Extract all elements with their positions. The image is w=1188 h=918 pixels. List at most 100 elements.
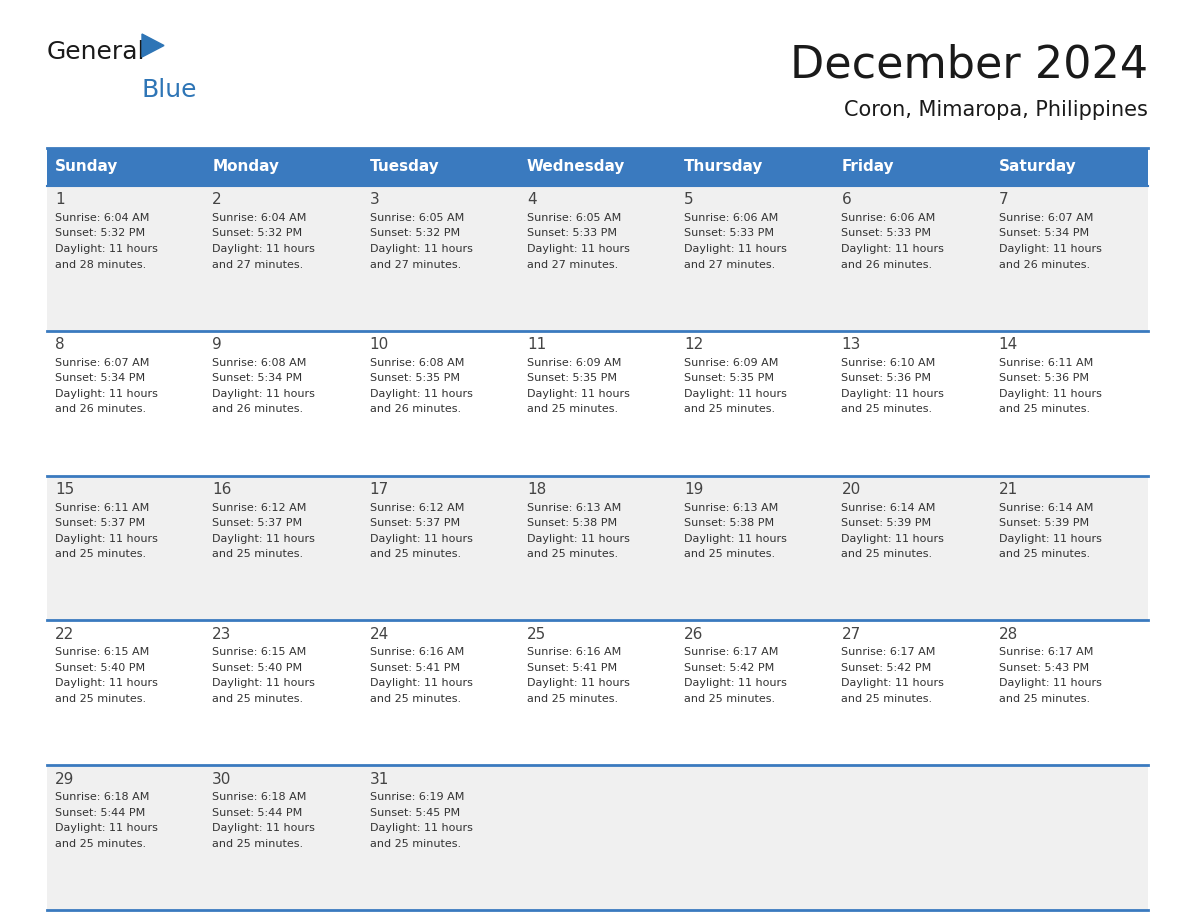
Text: Daylight: 11 hours: Daylight: 11 hours	[369, 244, 473, 254]
Text: and 25 minutes.: and 25 minutes.	[526, 404, 618, 414]
Text: Daylight: 11 hours: Daylight: 11 hours	[684, 533, 786, 543]
Bar	[361, 621, 519, 766]
Text: Daylight: 11 hours: Daylight: 11 hours	[684, 389, 786, 398]
Bar	[676, 186, 834, 330]
Bar	[991, 330, 1148, 476]
Text: Daylight: 11 hours: Daylight: 11 hours	[526, 678, 630, 688]
Text: Sunrise: 6:14 AM: Sunrise: 6:14 AM	[841, 502, 936, 512]
Text: 15: 15	[55, 482, 74, 498]
Bar	[204, 148, 361, 186]
Text: General: General	[48, 40, 145, 64]
Text: and 25 minutes.: and 25 minutes.	[369, 839, 461, 849]
Text: Sunset: 5:43 PM: Sunset: 5:43 PM	[999, 663, 1089, 673]
Text: Daylight: 11 hours: Daylight: 11 hours	[55, 244, 158, 254]
Text: Sunset: 5:37 PM: Sunset: 5:37 PM	[55, 518, 145, 528]
Bar	[204, 330, 361, 476]
Text: Sunset: 5:32 PM: Sunset: 5:32 PM	[55, 229, 145, 239]
Bar	[676, 330, 834, 476]
Text: Sunrise: 6:18 AM: Sunrise: 6:18 AM	[213, 792, 307, 802]
Text: Daylight: 11 hours: Daylight: 11 hours	[213, 244, 315, 254]
Text: 14: 14	[999, 337, 1018, 353]
Text: Sunrise: 6:14 AM: Sunrise: 6:14 AM	[999, 502, 1093, 512]
Text: and 25 minutes.: and 25 minutes.	[55, 549, 146, 559]
Text: and 26 minutes.: and 26 minutes.	[999, 260, 1089, 270]
Text: Daylight: 11 hours: Daylight: 11 hours	[213, 678, 315, 688]
Text: and 26 minutes.: and 26 minutes.	[841, 260, 933, 270]
Text: Sunrise: 6:16 AM: Sunrise: 6:16 AM	[526, 647, 621, 657]
Text: Coron, Mimaropa, Philippines: Coron, Mimaropa, Philippines	[845, 100, 1148, 120]
Text: Daylight: 11 hours: Daylight: 11 hours	[55, 389, 158, 398]
Text: Monday: Monday	[213, 160, 279, 174]
Text: and 25 minutes.: and 25 minutes.	[55, 694, 146, 704]
Text: 1: 1	[55, 193, 64, 207]
Text: Thursday: Thursday	[684, 160, 764, 174]
Text: Sunrise: 6:09 AM: Sunrise: 6:09 AM	[684, 358, 778, 368]
Text: and 25 minutes.: and 25 minutes.	[684, 694, 776, 704]
Text: 16: 16	[213, 482, 232, 498]
Text: 9: 9	[213, 337, 222, 353]
Text: Sunset: 5:32 PM: Sunset: 5:32 PM	[213, 229, 303, 239]
Bar	[361, 476, 519, 621]
Text: 5: 5	[684, 193, 694, 207]
Text: and 25 minutes.: and 25 minutes.	[55, 839, 146, 849]
Text: Sunset: 5:33 PM: Sunset: 5:33 PM	[684, 229, 775, 239]
Text: 27: 27	[841, 627, 860, 642]
Text: Sunrise: 6:04 AM: Sunrise: 6:04 AM	[55, 213, 150, 223]
Bar	[204, 186, 361, 330]
Text: Sunrise: 6:05 AM: Sunrise: 6:05 AM	[526, 213, 621, 223]
Text: Sunset: 5:37 PM: Sunset: 5:37 PM	[213, 518, 303, 528]
Text: Sunset: 5:40 PM: Sunset: 5:40 PM	[55, 663, 145, 673]
Bar	[48, 148, 204, 186]
Text: Sunset: 5:36 PM: Sunset: 5:36 PM	[841, 374, 931, 384]
Text: Daylight: 11 hours: Daylight: 11 hours	[841, 678, 944, 688]
Bar	[834, 621, 991, 766]
Text: Sunset: 5:35 PM: Sunset: 5:35 PM	[526, 374, 617, 384]
Text: Sunrise: 6:16 AM: Sunrise: 6:16 AM	[369, 647, 463, 657]
Text: Daylight: 11 hours: Daylight: 11 hours	[369, 533, 473, 543]
Text: Daylight: 11 hours: Daylight: 11 hours	[369, 678, 473, 688]
Text: and 27 minutes.: and 27 minutes.	[213, 260, 304, 270]
Text: Sunset: 5:39 PM: Sunset: 5:39 PM	[999, 518, 1089, 528]
Bar	[676, 148, 834, 186]
Text: Sunrise: 6:05 AM: Sunrise: 6:05 AM	[369, 213, 463, 223]
Text: Daylight: 11 hours: Daylight: 11 hours	[526, 244, 630, 254]
Text: Sunrise: 6:15 AM: Sunrise: 6:15 AM	[55, 647, 150, 657]
Text: 25: 25	[526, 627, 546, 642]
Text: and 27 minutes.: and 27 minutes.	[684, 260, 776, 270]
Text: Sunset: 5:35 PM: Sunset: 5:35 PM	[684, 374, 775, 384]
Text: Sunrise: 6:12 AM: Sunrise: 6:12 AM	[369, 502, 465, 512]
Text: and 25 minutes.: and 25 minutes.	[684, 404, 776, 414]
Text: and 25 minutes.: and 25 minutes.	[999, 404, 1089, 414]
Text: and 25 minutes.: and 25 minutes.	[999, 549, 1089, 559]
Text: and 25 minutes.: and 25 minutes.	[526, 694, 618, 704]
Bar	[519, 148, 676, 186]
Text: Sunrise: 6:08 AM: Sunrise: 6:08 AM	[213, 358, 307, 368]
Bar	[361, 186, 519, 330]
Text: 26: 26	[684, 627, 703, 642]
Bar	[991, 476, 1148, 621]
Text: and 25 minutes.: and 25 minutes.	[213, 839, 303, 849]
Text: and 26 minutes.: and 26 minutes.	[369, 404, 461, 414]
Text: Sunrise: 6:10 AM: Sunrise: 6:10 AM	[841, 358, 936, 368]
Text: 4: 4	[526, 193, 537, 207]
Text: Sunrise: 6:06 AM: Sunrise: 6:06 AM	[841, 213, 936, 223]
Text: Sunset: 5:41 PM: Sunset: 5:41 PM	[526, 663, 617, 673]
Text: and 27 minutes.: and 27 minutes.	[526, 260, 618, 270]
Text: and 25 minutes.: and 25 minutes.	[841, 694, 933, 704]
Text: Sunrise: 6:11 AM: Sunrise: 6:11 AM	[55, 502, 150, 512]
Bar	[204, 476, 361, 621]
Polygon shape	[143, 34, 164, 57]
Text: Sunset: 5:45 PM: Sunset: 5:45 PM	[369, 808, 460, 818]
Text: Friday: Friday	[841, 160, 895, 174]
Text: 30: 30	[213, 772, 232, 787]
Text: Sunrise: 6:07 AM: Sunrise: 6:07 AM	[999, 213, 1093, 223]
Bar	[519, 330, 676, 476]
Text: Daylight: 11 hours: Daylight: 11 hours	[684, 678, 786, 688]
Text: Saturday: Saturday	[999, 160, 1076, 174]
Text: Sunrise: 6:17 AM: Sunrise: 6:17 AM	[999, 647, 1093, 657]
Text: Sunset: 5:34 PM: Sunset: 5:34 PM	[55, 374, 145, 384]
Text: and 25 minutes.: and 25 minutes.	[841, 549, 933, 559]
Text: Sunrise: 6:17 AM: Sunrise: 6:17 AM	[684, 647, 778, 657]
Text: Sunrise: 6:19 AM: Sunrise: 6:19 AM	[369, 792, 465, 802]
Bar	[519, 186, 676, 330]
